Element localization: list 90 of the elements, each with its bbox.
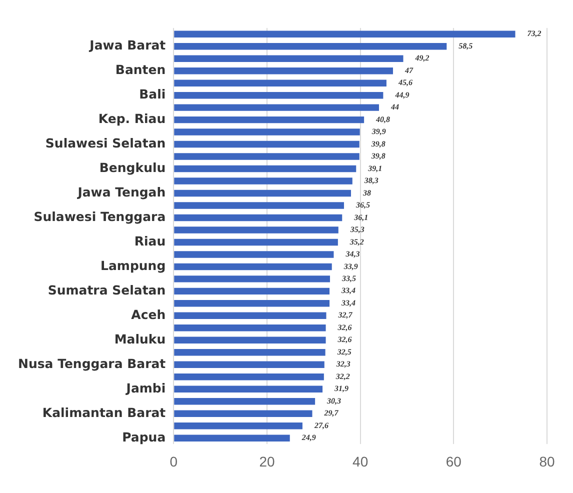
x-tick-label: 20 — [259, 453, 275, 470]
y-tick-label: Riau — [134, 233, 166, 248]
bar — [174, 386, 323, 392]
bar — [174, 300, 330, 307]
data-label: 45,6 — [397, 78, 412, 88]
y-tick-label: Aceh — [131, 306, 166, 322]
bar — [174, 238, 338, 246]
data-label: 49,2 — [414, 54, 430, 63]
y-tick-label: Bengkulu — [99, 160, 166, 176]
bar — [174, 251, 334, 258]
data-label: 40,8 — [375, 114, 390, 124]
bar — [174, 30, 516, 38]
y-tick-label: Jawa Tengah — [76, 184, 166, 200]
data-label: 35,3 — [349, 225, 364, 234]
y-tick-label: Kep. Riau — [98, 111, 166, 126]
data-label: 32,6 — [336, 322, 352, 332]
bar — [174, 410, 312, 417]
y-tick-label: Jambi — [125, 380, 166, 396]
data-label: 58,5 — [458, 41, 473, 50]
data-label: 31,9 — [334, 384, 349, 394]
data-label: 24,9 — [300, 433, 316, 442]
bar — [174, 324, 326, 332]
bar — [174, 226, 338, 234]
y-tick-label: Nusa Tenggara Barat — [18, 356, 166, 371]
y-tick-label: Lampung — [100, 258, 166, 273]
data-label: 32,6 — [336, 335, 352, 344]
data-label: 36,5 — [354, 200, 370, 210]
bar — [174, 422, 302, 430]
bar — [174, 312, 326, 320]
data-label: 29,7 — [323, 408, 340, 418]
data-label: 38 — [362, 188, 371, 198]
bar — [174, 361, 324, 368]
bar — [174, 214, 342, 222]
bar — [174, 80, 386, 86]
bar — [174, 165, 356, 172]
bar — [174, 55, 404, 62]
bar — [174, 178, 352, 184]
data-label: 33,5 — [340, 274, 356, 284]
data-label: 34,3 — [344, 250, 360, 259]
bar — [174, 67, 393, 74]
data-label: 27,6 — [313, 420, 328, 430]
y-tick-label: Jawa Barat — [88, 38, 166, 53]
bar — [174, 42, 447, 50]
data-label: 30,3 — [326, 396, 342, 406]
bar — [174, 116, 364, 124]
data-label: 32,2 — [334, 372, 350, 381]
data-label: 44,9 — [394, 90, 410, 100]
bar — [174, 276, 330, 282]
data-label: 44 — [390, 102, 399, 112]
y-tick-label: Sumatra Selatan — [48, 282, 166, 298]
bar — [174, 190, 351, 197]
bar — [174, 349, 326, 356]
y-tick-label: Kalimantan Barat — [42, 404, 166, 420]
data-label: 32,3 — [335, 360, 350, 369]
data-label: 36,1 — [353, 212, 368, 222]
y-tick-label: Banten — [115, 62, 166, 78]
y-tick-label: Papua — [122, 429, 166, 444]
data-label: 33,4 — [340, 286, 356, 296]
y-tick-label: Sulawesi Tenggara — [34, 208, 166, 224]
y-tick-label: Maluku — [114, 331, 166, 346]
bar — [174, 374, 324, 380]
data-label: 39,1 — [367, 164, 382, 173]
bar — [174, 336, 326, 344]
bar — [174, 104, 379, 111]
bar — [174, 140, 360, 148]
data-label: 35,2 — [348, 237, 364, 246]
data-label: 33,4 — [340, 298, 356, 308]
data-label: 73,2 — [527, 29, 542, 38]
x-tick-label: 80 — [539, 453, 555, 470]
x-tick-label: 0 — [170, 453, 178, 470]
bar — [174, 263, 332, 270]
data-label: 47 — [404, 66, 414, 75]
data-label: 38,3 — [363, 176, 378, 186]
bar — [174, 202, 344, 209]
data-label: 32,7 — [337, 310, 354, 320]
data-label: 33,9 — [342, 262, 358, 271]
y-tick-label: Bali — [139, 86, 166, 102]
bar — [174, 398, 316, 405]
bar — [174, 153, 360, 160]
bar — [174, 128, 360, 136]
y-tick-label: Sulawesi Selatan — [45, 136, 166, 151]
data-label: 32,5 — [336, 347, 352, 356]
bar — [174, 288, 330, 295]
x-tick-label: 40 — [352, 453, 368, 470]
data-label: 39,9 — [370, 127, 386, 136]
bar — [174, 92, 384, 99]
x-tick-label: 60 — [446, 453, 462, 470]
data-label: 39,8 — [370, 139, 386, 148]
bar — [174, 434, 290, 442]
data-label: 39,8 — [370, 152, 386, 161]
